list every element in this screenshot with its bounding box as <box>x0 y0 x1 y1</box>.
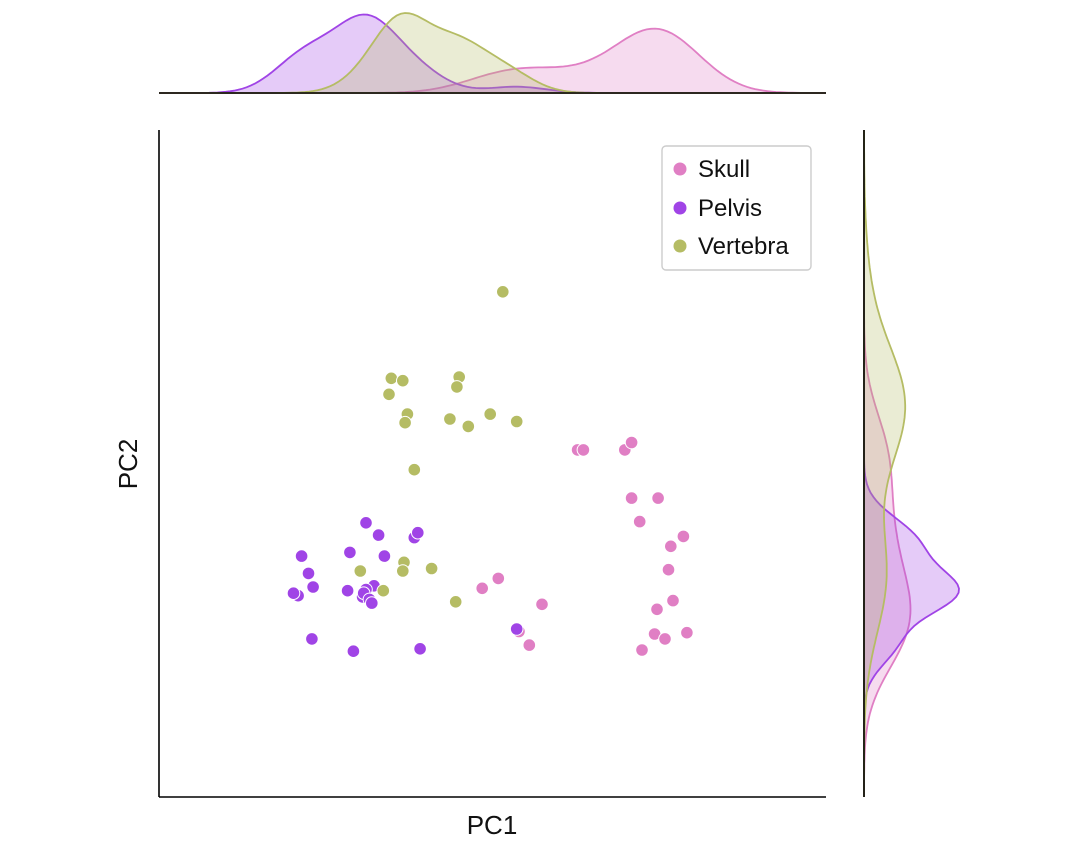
point-pelvis <box>411 525 425 540</box>
point-skull <box>658 632 672 646</box>
point-skull <box>635 643 649 657</box>
point-vertebra <box>376 583 391 598</box>
point-vertebra <box>353 564 368 578</box>
point-skull <box>624 435 639 450</box>
point-vertebra <box>448 595 463 609</box>
point-vertebra <box>384 371 399 386</box>
legend-label-pelvis: Pelvis <box>698 195 762 222</box>
point-vertebra <box>461 419 476 434</box>
point-vertebra <box>483 407 498 421</box>
point-vertebra <box>450 380 464 394</box>
top-marginal-kde <box>159 12 826 94</box>
point-skull <box>576 443 591 457</box>
point-pelvis <box>346 644 361 659</box>
legend-label-skull: Skull <box>698 156 750 183</box>
point-pelvis <box>340 583 355 598</box>
point-skull <box>651 491 665 505</box>
point-vertebra <box>443 412 457 426</box>
point-skull <box>491 571 506 586</box>
legend-box <box>661 145 812 271</box>
right-kde-vertebra <box>863 129 907 797</box>
point-skull <box>650 602 664 617</box>
point-pelvis <box>509 622 524 636</box>
point-vertebra <box>496 285 510 299</box>
point-skull <box>664 539 678 554</box>
point-skull <box>475 581 490 596</box>
point-pelvis <box>377 549 392 563</box>
legend-marker-pelvis <box>673 201 687 215</box>
point-vertebra <box>407 462 422 477</box>
point-skull <box>666 593 680 608</box>
point-pelvis <box>413 642 427 656</box>
point-skull <box>680 625 694 640</box>
point-vertebra <box>382 387 396 402</box>
point-pelvis <box>305 632 319 646</box>
point-skull <box>522 638 537 652</box>
point-pelvis <box>343 545 357 560</box>
point-vertebra <box>424 561 439 576</box>
scatter-points <box>286 285 694 659</box>
point-vertebra <box>509 414 524 429</box>
right-marginal-kde <box>863 129 960 797</box>
point-pelvis <box>294 549 309 563</box>
point-pelvis <box>301 566 316 581</box>
point-pelvis <box>371 528 386 542</box>
point-skull <box>535 597 549 612</box>
point-skull <box>624 491 639 505</box>
legend: Skull Pelvis Vertebra <box>661 145 812 271</box>
y-axis-label: PC2 <box>113 439 143 490</box>
point-pelvis <box>306 580 320 594</box>
point-vertebra <box>398 415 412 430</box>
point-pelvis <box>359 516 373 530</box>
point-skull <box>661 562 676 577</box>
point-vertebra <box>396 564 410 578</box>
point-skull <box>632 514 647 529</box>
legend-label-vertebra: Vertebra <box>698 233 789 260</box>
point-vertebra <box>396 373 410 388</box>
point-pelvis <box>365 596 379 610</box>
legend-marker-skull <box>673 162 687 176</box>
point-skull <box>676 529 691 544</box>
legend-marker-vertebra <box>673 239 687 253</box>
point-pelvis <box>286 586 301 601</box>
x-axis-label: PC1 <box>467 810 518 840</box>
